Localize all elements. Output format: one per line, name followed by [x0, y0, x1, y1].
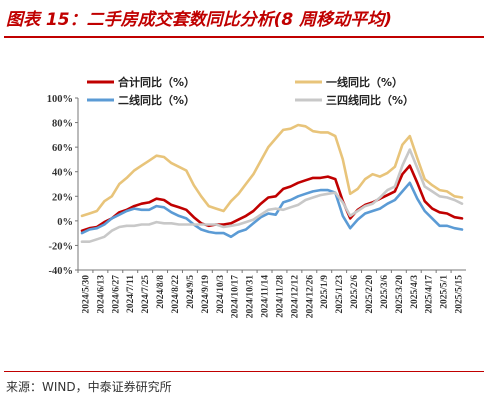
x-tick-label: 2025/2/20 — [365, 275, 375, 314]
legend-label: 三四线同比（%） — [326, 93, 414, 107]
plot-area: -40% -20% 0% 20% 40% 60% 80% 100% 2024/5/30 2024/… — [47, 75, 466, 318]
x-tick-label: 2025/1/23 — [335, 275, 345, 314]
x-tick-label: 2025/1/9 — [320, 275, 330, 309]
x-tick-label: 2024/11/28 — [275, 275, 285, 318]
x-tick-label: 2024/8/8 — [156, 275, 166, 309]
legend-label: 合计同比（%） — [118, 75, 195, 89]
y-tick-label: -40% — [49, 266, 74, 277]
y-tick-label: 20% — [52, 192, 73, 203]
source-note: 来源：WIND，中泰证券研究所 — [6, 380, 172, 394]
x-tick-label: 2025/5/15 — [455, 275, 465, 314]
x-tick-label: 2024/8/22 — [171, 275, 181, 314]
x-tick-label: 2024/5/30 — [81, 275, 91, 314]
y-tick-label: -20% — [49, 241, 74, 252]
legend-label: 一线同比（%） — [326, 75, 403, 89]
x-tick-label: 2024/12/26 — [305, 275, 315, 319]
x-tick-label: 2024/7/11 — [126, 275, 136, 313]
x-tick-label: 2024/6/27 — [111, 275, 121, 314]
y-tick-label: 0% — [57, 217, 73, 228]
y-tick-label: 80% — [52, 119, 73, 130]
x-tick-label: 2024/6/13 — [96, 275, 106, 314]
y-tick-label: 60% — [52, 143, 73, 154]
x-tick-label: 2025/5/1 — [440, 275, 450, 309]
title-divider — [4, 36, 484, 38]
series-line-0 — [80, 164, 464, 232]
series-line-3 — [80, 148, 464, 243]
x-tick-label: 2024/9/19 — [201, 275, 211, 314]
x-tick-label: 2024/12/12 — [290, 275, 300, 319]
x-tick-label: 2024/9/5 — [186, 275, 196, 309]
series-line-2 — [80, 181, 464, 239]
x-tick-label: 2025/2/6 — [350, 275, 360, 309]
x-tick-label: 2025/4/17 — [425, 275, 435, 314]
y-tick-label: 100% — [47, 94, 73, 105]
x-tick-label: 2025/3/6 — [380, 275, 390, 309]
x-tick-label: 2024/7/25 — [141, 275, 151, 314]
line-chart: -40% -20% 0% 20% 40% 60% 80% 100% 2024/5/30 2024/… — [47, 75, 466, 318]
x-tick-label: 2024/11/14 — [261, 275, 271, 318]
y-tick-label: 40% — [52, 168, 73, 179]
x-tick-label: 2025/4/3 — [410, 275, 420, 309]
x-tick-label: 2025/3/20 — [395, 275, 405, 314]
x-tick-label: 2024/10/3 — [216, 275, 226, 314]
chart-title: 图表 15：二手房成交套数同比分析(8 周移动平均) — [6, 10, 392, 30]
series-line-1 — [80, 123, 464, 218]
legend-label: 二线同比（%） — [118, 93, 195, 107]
footer-divider — [4, 371, 484, 372]
x-tick-label: 2024/10/31 — [246, 275, 256, 319]
x-tick-label: 2024/10/17 — [231, 275, 241, 319]
